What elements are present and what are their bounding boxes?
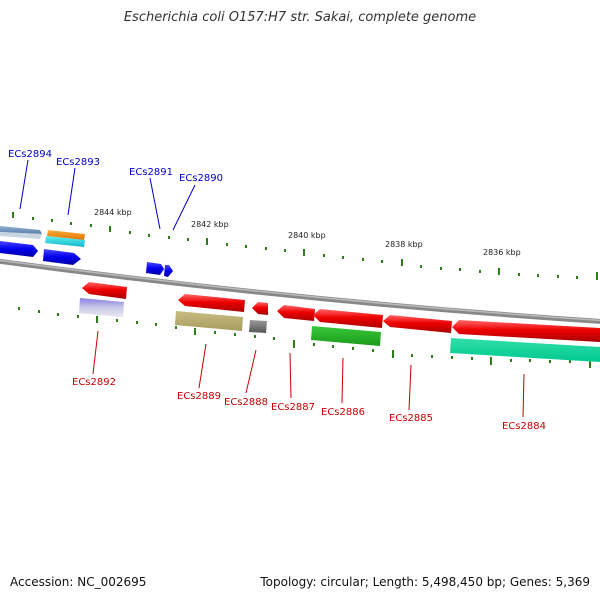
gene-ECs2884-feature[interactable] — [452, 320, 600, 342]
genome-backbone — [0, 258, 600, 324]
forward-label-lines — [19, 159, 196, 231]
scale-label-2844: 2844 kbp — [94, 208, 132, 217]
gene-forward-arrow-2[interactable] — [43, 249, 81, 265]
scale-label-2842: 2842 kbp — [191, 220, 229, 229]
map-title: Escherichia coli O157:H7 str. Sakai, com… — [123, 10, 477, 25]
gene-ECs2889-feature[interactable] — [175, 311, 243, 331]
gene-ECs2894-feature[interactable] — [0, 226, 42, 239]
gene-red-feature-1[interactable] — [82, 282, 127, 299]
gene-ECs2887-feature[interactable] — [277, 305, 315, 321]
scale-label-2840: 2840 kbp — [288, 231, 326, 240]
gene-label-ECs2890[interactable]: ECs2890 — [179, 173, 223, 184]
gene-forward-arrow-1[interactable] — [0, 241, 38, 257]
gene-cyan-feature[interactable] — [45, 236, 85, 247]
accession-text: Accession: NC_002695 — [10, 575, 147, 589]
scale-label-2836: 2836 kbp — [483, 248, 521, 257]
gene-label-ECs2887[interactable]: ECs2887 — [271, 402, 315, 413]
gene-ECs2888-red[interactable] — [252, 302, 268, 315]
gene-label-ECs2886[interactable]: ECs2886 — [321, 407, 365, 418]
reverse-label-lines — [92, 330, 525, 418]
upper-tick-row — [12, 212, 598, 280]
gene-ECs2891-feature[interactable] — [146, 262, 164, 275]
gene-label-ECs2884[interactable]: ECs2884 — [502, 421, 546, 432]
scale-label-2838: 2838 kbp — [385, 240, 423, 249]
gene-ECs2893-feature[interactable] — [47, 230, 85, 240]
gene-label-ECs2889[interactable]: ECs2889 — [177, 391, 221, 402]
gene-ECs2892-feature[interactable] — [79, 298, 124, 317]
gene-ECs2890-feature[interactable] — [164, 265, 173, 277]
gene-label-ECs2892[interactable]: ECs2892 — [72, 377, 116, 388]
gene-label-ECs2891[interactable]: ECs2891 — [129, 167, 173, 178]
gene-ECs2885-feature[interactable] — [383, 315, 452, 333]
gene-ECs2886-red[interactable] — [313, 309, 383, 328]
gene-label-ECs2888[interactable]: ECs2888 — [224, 397, 268, 408]
gene-label-ECs2885[interactable]: ECs2885 — [389, 413, 433, 424]
gene-ECs2884-mint[interactable] — [450, 338, 600, 362]
gene-ECs2888-feature[interactable] — [249, 320, 267, 333]
gene-label-ECs2894[interactable]: ECs2894 — [8, 149, 52, 160]
topology-text: Topology: circular; Length: 5,498,450 bp… — [260, 575, 590, 589]
gene-ECs2886-feature[interactable] — [311, 326, 381, 346]
gene-ECs2889-red[interactable] — [178, 294, 245, 312]
gene-label-ECs2893[interactable]: ECs2893 — [56, 157, 100, 168]
lower-tick-row — [18, 307, 591, 368]
